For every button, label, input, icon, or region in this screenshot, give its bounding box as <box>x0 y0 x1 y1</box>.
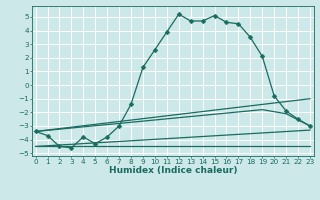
X-axis label: Humidex (Indice chaleur): Humidex (Indice chaleur) <box>108 166 237 175</box>
